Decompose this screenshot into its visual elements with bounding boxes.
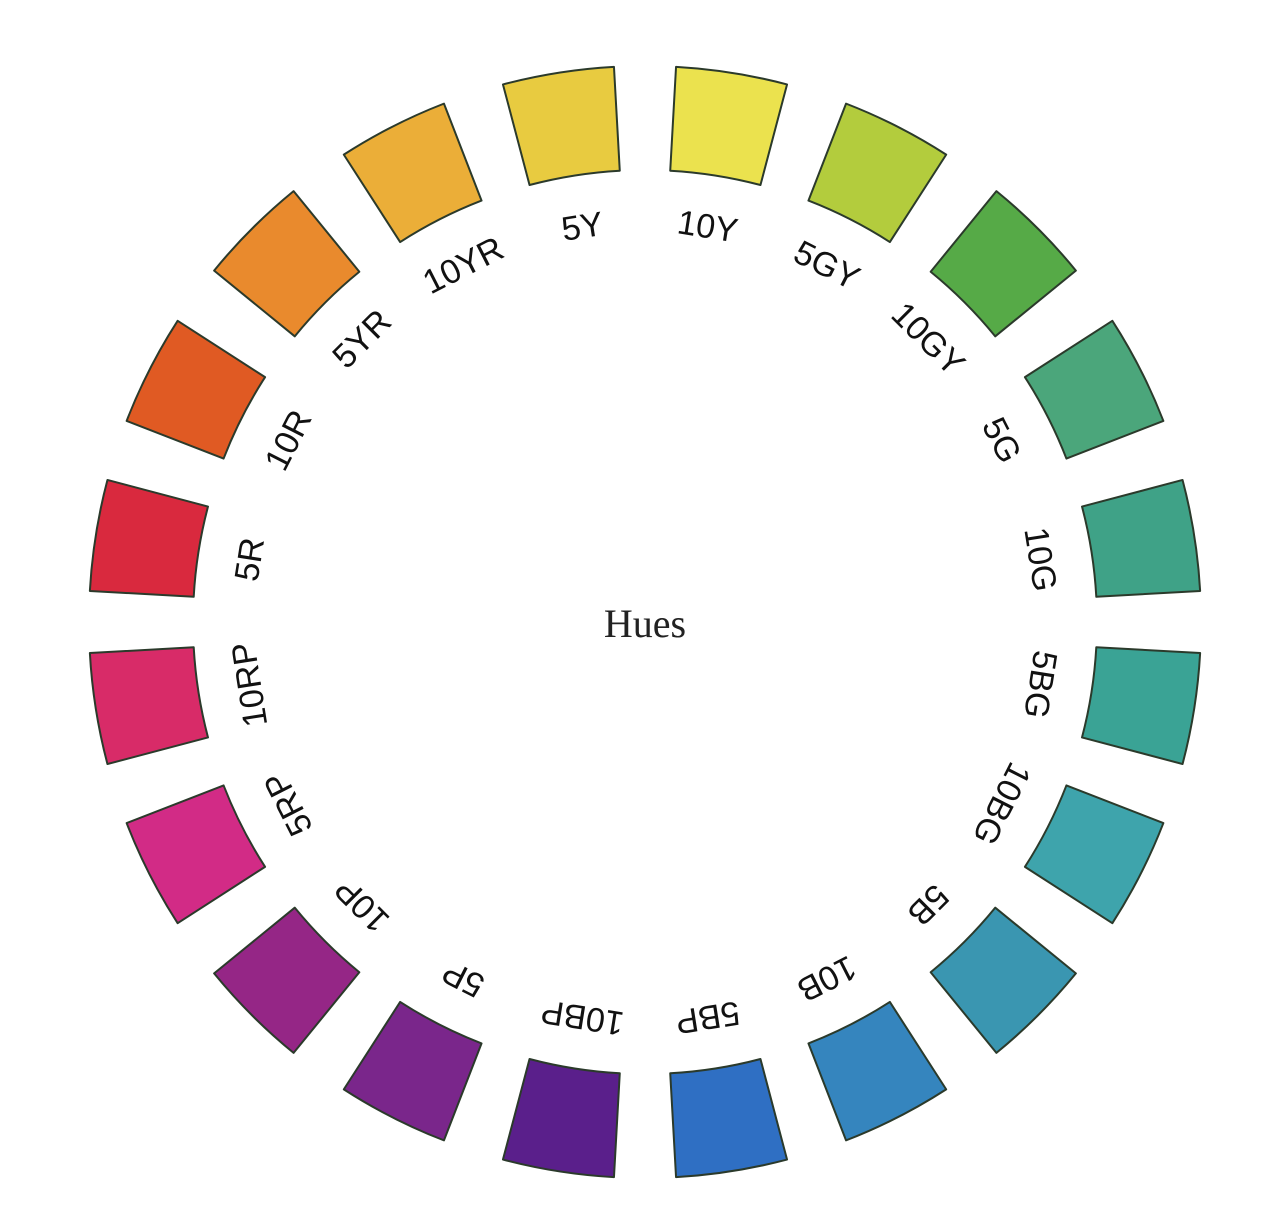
hue-swatches [88,65,1202,1179]
hue-label-5y: 5Y [559,205,606,249]
hue-label-10bg: 10BG [965,756,1038,851]
hue-label-10y: 10Y [675,203,741,250]
hue-label-10r: 10R [258,404,320,477]
hue-swatch-5rp [125,784,267,925]
hue-swatch-10g [1081,478,1202,598]
hue-swatch-10b [807,1000,948,1142]
hue-swatch-10rp [88,646,209,766]
hue-label-5p: 5P [436,952,490,1005]
hue-swatch-10bg [1023,784,1165,925]
hue-label-10b: 10B [791,948,862,1009]
hue-label-10p: 10P [327,870,397,940]
hue-swatch-5y [501,65,621,186]
hue-swatch-5bp [669,1058,789,1179]
hue-swatch-5p [342,1000,483,1142]
hue-label-5yr: 5YR [325,302,399,376]
hue-swatch-5bg [1081,646,1202,766]
hue-swatch-5b [929,906,1077,1054]
hue-swatch-10r [125,319,267,460]
hue-swatch-5yr [213,190,361,338]
hue-swatch-5gy [807,102,948,244]
hue-label-5bp: 5BP [673,993,742,1041]
hue-label-10bp: 10BP [538,992,626,1043]
hue-label-10g: 10G [1016,525,1064,594]
hue-label-5r: 5R [228,535,272,584]
hue-label-5bg: 5BG [1016,648,1064,721]
hue-swatch-5g [1023,319,1165,460]
hue-label-10gy: 10GY [884,295,972,383]
hue-swatch-5r [88,478,209,598]
hue-swatch-10p [213,906,361,1054]
hue-swatch-10y [669,65,789,186]
hue-label-10rp: 10RP [225,640,276,730]
hue-label-5rp: 5RP [257,766,321,842]
hue-label-10yr: 10YR [417,229,510,301]
hue-label-5gy: 5GY [788,233,866,298]
wheel-title: Hues [604,601,686,646]
hue-label-5g: 5G [974,412,1028,470]
hue-swatch-10bp [501,1058,621,1179]
hue-swatch-10gy [929,190,1077,338]
hue-label-5b: 5B [900,877,956,933]
hue-swatch-10yr [342,102,483,244]
